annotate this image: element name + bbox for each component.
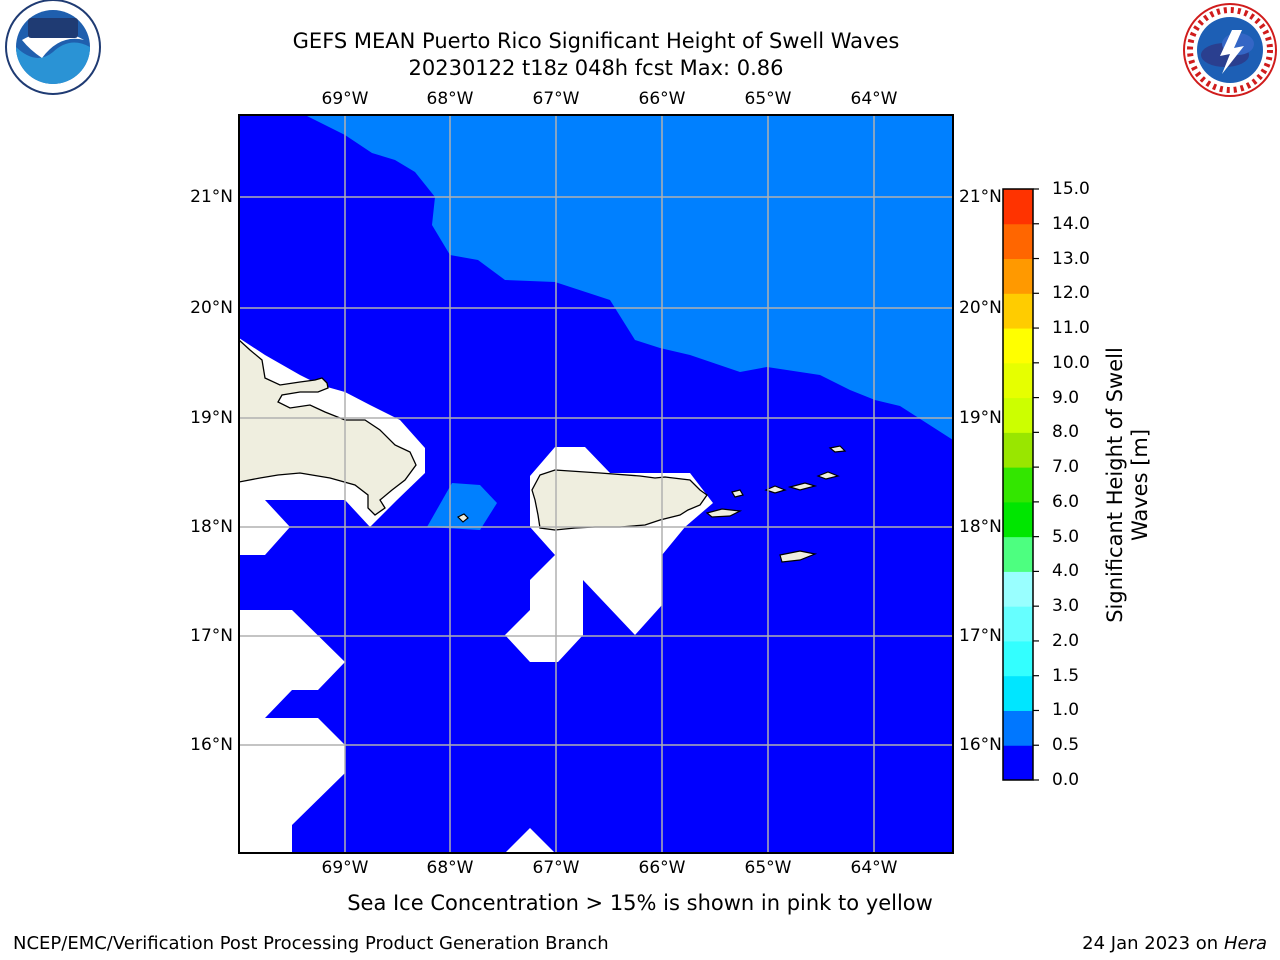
lon-label-top-68w: 68°W	[426, 89, 474, 109]
colorbar-title-line1: Significant Height of Swell	[1103, 347, 1127, 623]
lat-label-left-16n: 16°N	[190, 735, 233, 755]
lat-label-right-19n: 19°N	[959, 408, 1002, 428]
island-tortola	[816, 471, 840, 480]
colorbar-tick-label-12: 10.0	[1052, 352, 1090, 373]
island-mona	[456, 513, 469, 523]
lon-label-top-65w: 65°W	[744, 89, 792, 109]
island-stthomas	[764, 485, 787, 494]
island-vieques	[705, 508, 743, 518]
colorbar-tick-label-9: 7.0	[1052, 457, 1080, 478]
colorbar-tick-label-11: 9.0	[1052, 387, 1080, 408]
colorbar-swatch-9	[1003, 432, 1033, 468]
caption: Sea Ice Concentration > 15% is shown in …	[347, 891, 933, 915]
colorbar-tick-label-4: 2.0	[1052, 630, 1080, 651]
colorbar-tick-label-10: 8.0	[1052, 422, 1080, 443]
colorbar-tick-label-6: 4.0	[1052, 561, 1080, 582]
colorbar	[1002, 188, 1039, 781]
colorbar-swatch-14	[1003, 258, 1033, 294]
lat-label-left-19n: 19°N	[190, 408, 233, 428]
colorbar-tick-label-1: 0.5	[1052, 735, 1080, 756]
colorbar-tick-label-0: 0.0	[1052, 770, 1080, 790]
colorbar-tick-label-13: 11.0	[1052, 318, 1090, 339]
island-anegada	[828, 445, 847, 453]
colorbar-tick-label-17: 15.0	[1052, 179, 1090, 199]
colorbar-swatch-16	[1003, 189, 1033, 225]
graticule	[239, 115, 953, 853]
colorbar-tick-label-5: 3.0	[1052, 596, 1080, 617]
colorbar-tick-label-3: 1.5	[1052, 665, 1080, 686]
lon-label-bottom-64w: 64°W	[850, 858, 898, 878]
nodata-hispaniola	[239, 338, 425, 555]
map-subtitle: 20230122 t18z 048h fcst Max: 0.86	[408, 56, 784, 80]
lat-label-right-17n: 17°N	[959, 626, 1002, 646]
colorbar-swatch-7	[1003, 501, 1033, 538]
colorbar-swatch-13	[1003, 293, 1033, 329]
nws-logo	[1183, 3, 1277, 97]
colorbar-swatch-1	[1003, 710, 1033, 746]
colorbar-swatch-12	[1003, 328, 1033, 364]
noaa-logo	[5, 0, 101, 95]
map-frame	[238, 114, 954, 854]
colorbar-swatch-5	[1003, 571, 1033, 607]
land-puertorico	[531, 469, 708, 531]
colorbar-title: Significant Height of Swell Waves [m]	[1103, 347, 1153, 623]
colorbar-swatch-8	[1003, 467, 1033, 503]
footer-host: Hera	[1223, 933, 1267, 954]
island-culebra	[731, 489, 744, 498]
lon-label-bottom-69w: 69°W	[321, 858, 369, 878]
lat-label-left-18n: 18°N	[190, 517, 233, 537]
colorbar-swatch-15	[1003, 223, 1033, 260]
colorbar-swatch-0	[1003, 745, 1033, 781]
colorbar-tick-label-14: 12.0	[1052, 283, 1090, 304]
colorbar-tick-label-7: 5.0	[1052, 526, 1080, 547]
footer-date-text: 24 Jan 2023 on	[1082, 933, 1224, 954]
footer-date: 24 Jan 2023 on Hera	[1082, 933, 1267, 954]
swell-low-region	[239, 115, 953, 853]
lat-label-right-20n: 20°N	[959, 298, 1002, 318]
island-stjohn	[787, 482, 818, 491]
colorbar-swatch-10	[1003, 397, 1033, 433]
colorbar-swatch-3	[1003, 640, 1033, 677]
lon-label-top-64w: 64°W	[850, 89, 898, 109]
colorbar-tick-label-15: 13.0	[1052, 248, 1090, 269]
swell-mid-region	[305, 115, 953, 440]
lon-label-bottom-68w: 68°W	[426, 858, 474, 878]
lon-label-top-67w: 67°W	[532, 89, 580, 109]
footer-credit: NCEP/EMC/Verification Post Processing Pr…	[13, 933, 609, 954]
colorbar-frame	[1002, 188, 1034, 781]
map-title: GEFS MEAN Puerto Rico Significant Height…	[292, 29, 900, 53]
lon-label-top-66w: 66°W	[638, 89, 686, 109]
lon-label-bottom-67w: 67°W	[532, 858, 580, 878]
nodata-southwest	[239, 610, 345, 853]
lon-label-bottom-66w: 66°W	[638, 858, 686, 878]
colorbar-swatch-11	[1003, 362, 1033, 399]
lat-label-right-18n: 18°N	[959, 517, 1002, 537]
colorbar-swatch-2	[1003, 675, 1033, 711]
colorbar-title-line2: Waves [m]	[1128, 428, 1152, 542]
lat-label-left-21n: 21°N	[190, 187, 233, 207]
nodata-puertorico	[505, 447, 713, 662]
land-hispaniola	[239, 339, 417, 516]
colorbar-tick-label-2: 1.0	[1052, 700, 1080, 721]
lat-label-left-17n: 17°N	[190, 626, 233, 646]
colorbar-swatch-6	[1003, 536, 1033, 572]
lat-label-right-16n: 16°N	[959, 735, 1002, 755]
colorbar-tick-label-8: 6.0	[1052, 491, 1080, 512]
lon-label-bottom-65w: 65°W	[744, 858, 792, 878]
colorbar-swatch-4	[1003, 606, 1033, 642]
lat-label-left-20n: 20°N	[190, 298, 233, 318]
swell-mid-patch	[427, 483, 497, 530]
lon-label-top-69w: 69°W	[321, 89, 369, 109]
colorbar-tick-label-16: 14.0	[1052, 213, 1090, 234]
island-stcroix	[779, 550, 818, 563]
nodata-south	[505, 828, 555, 853]
lat-label-right-21n: 21°N	[959, 187, 1002, 207]
